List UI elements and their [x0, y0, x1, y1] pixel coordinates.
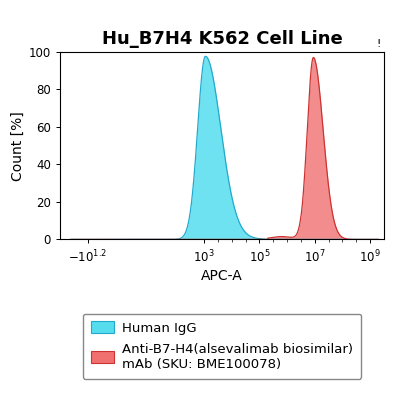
X-axis label: APC-A: APC-A	[201, 269, 243, 283]
Title: Hu_B7H4 K562 Cell Line: Hu_B7H4 K562 Cell Line	[102, 30, 342, 47]
Text: !: !	[376, 39, 381, 49]
Legend: Human IgG, Anti-B7-H4(alsevalimab biosimilar)
mAb (SKU: BME100078): Human IgG, Anti-B7-H4(alsevalimab biosim…	[83, 314, 361, 379]
Y-axis label: Count [%]: Count [%]	[10, 111, 24, 180]
